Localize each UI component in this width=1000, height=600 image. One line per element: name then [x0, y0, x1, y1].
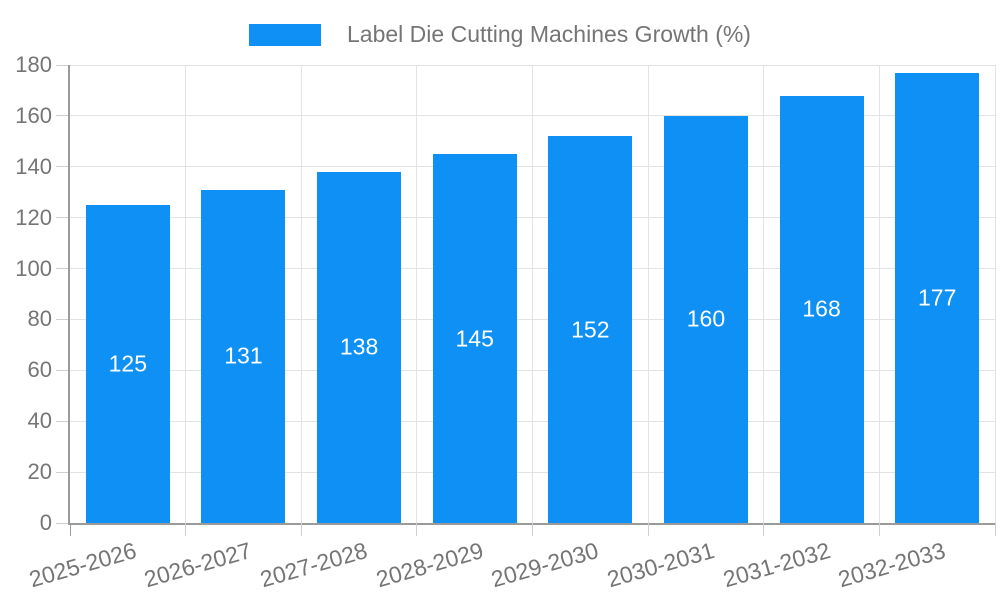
x-tick-label: 2032-2033 — [835, 537, 949, 593]
y-tick-mark — [56, 471, 68, 473]
x-tick-mark — [532, 523, 533, 536]
x-tick-label: 2030-2031 — [604, 537, 718, 593]
y-tick-mark — [56, 268, 68, 270]
legend-label: Label Die Cutting Machines Growth (%) — [347, 21, 751, 47]
y-tick-label: 20 — [27, 459, 52, 485]
bar: 177 — [895, 72, 980, 523]
x-tick-mark — [185, 523, 187, 536]
x-tick-label: 2029-2030 — [488, 537, 602, 593]
x-tick-mark — [994, 523, 996, 536]
x-tick-label: 2026-2027 — [141, 537, 255, 593]
x-tick-mark — [416, 523, 418, 536]
legend-swatch — [249, 23, 322, 46]
bar-value-label: 131 — [224, 342, 263, 369]
plot-area: 0 20 40 60 80 100 120 140 160 180 125 2025-2026 131 2… — [15, 53, 996, 592]
bar: 168 — [779, 95, 864, 523]
x-gridline — [300, 65, 302, 523]
bar: 160 — [663, 115, 748, 523]
x-tick-label: 2025-2026 — [26, 537, 139, 593]
x-tick-label: 2027-2028 — [257, 537, 371, 593]
chart-legend: Label Die Cutting Machines Growth (%) — [0, 21, 1000, 48]
bar-value-label: 145 — [455, 325, 494, 352]
bar: 131 — [201, 189, 286, 523]
bar: 152 — [548, 136, 633, 523]
y-tick-mark — [56, 420, 68, 422]
y-tick-label: 120 — [15, 204, 52, 230]
x-axis-line — [68, 523, 995, 525]
x-tick-mark — [69, 523, 71, 536]
x-gridline — [878, 65, 880, 523]
y-tick-mark — [56, 369, 68, 371]
x-gridline — [763, 65, 765, 523]
x-gridline — [416, 65, 418, 523]
x-gridline — [185, 65, 187, 523]
y-tick-mark — [56, 522, 68, 524]
y-tick-mark — [56, 217, 68, 219]
x-tick-label: 2028-2029 — [372, 537, 486, 593]
x-tick-mark — [300, 523, 302, 536]
y-tick-label: 40 — [27, 408, 52, 434]
x-gridline — [647, 65, 649, 523]
y-tick-label: 60 — [27, 357, 52, 383]
y-tick-label: 100 — [15, 255, 52, 281]
y-axis-line — [68, 65, 70, 523]
x-tick-mark — [878, 523, 880, 536]
bar-value-label: 168 — [802, 295, 841, 322]
x-tick-mark — [647, 523, 649, 536]
bar: 138 — [317, 171, 402, 523]
bar-value-label: 152 — [571, 316, 610, 343]
bar-value-label: 138 — [339, 333, 379, 360]
bar-value-label: 160 — [686, 305, 726, 332]
y-tick-mark — [56, 166, 68, 168]
bar: 145 — [432, 154, 517, 523]
bar-value-label: 125 — [108, 350, 147, 377]
y-tick-mark — [56, 115, 68, 117]
y-tick-label: 160 — [15, 102, 52, 128]
x-gridline — [994, 65, 996, 523]
y-tick-label: 80 — [27, 306, 52, 332]
x-tick-label: 2031-2032 — [719, 537, 833, 593]
y-tick-mark — [56, 318, 68, 320]
y-tick-mark — [56, 64, 68, 66]
x-tick-mark — [763, 523, 765, 536]
y-tick-label: 140 — [15, 153, 52, 179]
y-tick-label: 0 — [39, 510, 52, 535]
bar-value-label: 177 — [918, 284, 957, 311]
x-gridline — [532, 65, 533, 523]
y-tick-label: 180 — [15, 52, 52, 77]
bar: 125 — [85, 204, 170, 523]
